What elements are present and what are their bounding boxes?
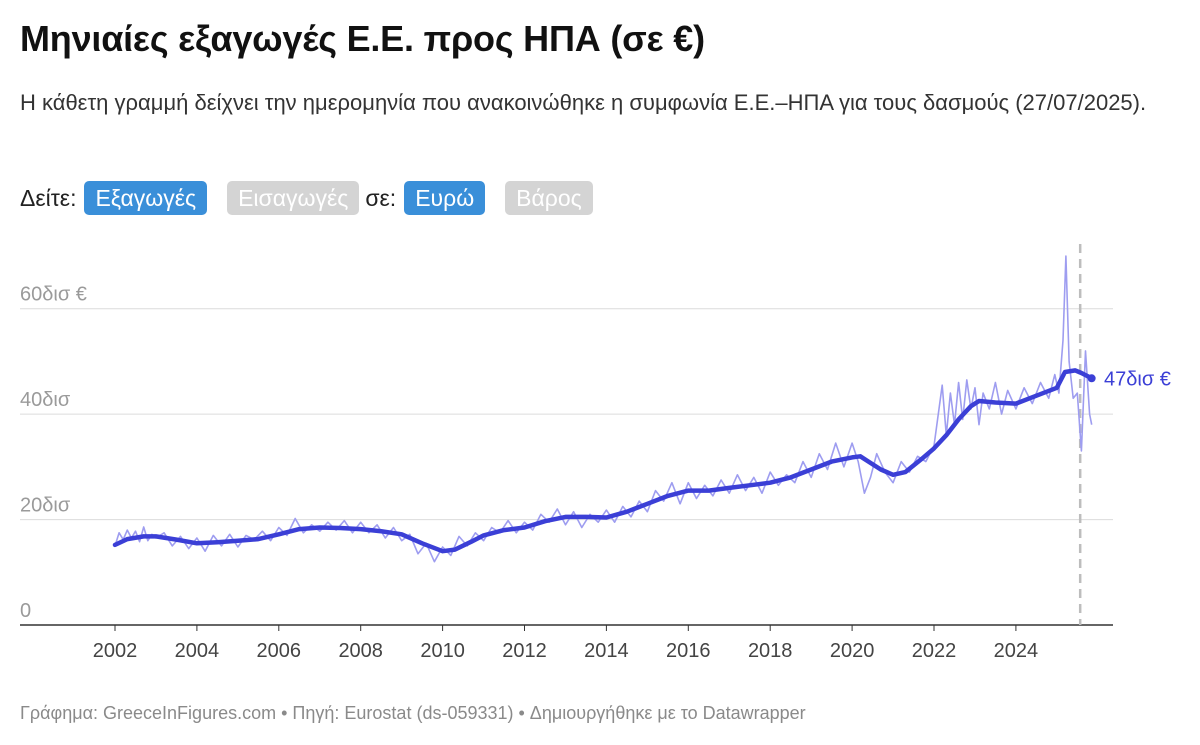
- y-axis-ticks: 0 20δισ 40δισ 60δισ €: [20, 284, 87, 622]
- end-point-marker: [1087, 374, 1096, 383]
- x-tick-label: 2010: [420, 640, 465, 662]
- x-tick-label: 2012: [502, 640, 547, 662]
- x-axis-ticks: 2002 2004 2006 2008 2010 2012 2014 2016 2018 2020…: [93, 625, 1038, 662]
- x-tick-label: 2024: [994, 640, 1039, 662]
- x-tick-label: 2008: [338, 640, 383, 662]
- y-tick-label: 40δισ: [20, 389, 71, 411]
- chart-title: Μηνιαίες εξαγωγές Ε.Ε. προς ΗΠΑ (σε €): [20, 18, 705, 59]
- euro-button[interactable]: Ευρώ: [404, 181, 486, 215]
- y-tick-label: 20δισ: [20, 495, 71, 517]
- trend-series-line: [112, 368, 1094, 554]
- exports-button[interactable]: Εξαγωγές: [84, 181, 208, 215]
- y-tick-label: 60δισ €: [20, 284, 87, 306]
- see-label: Δείτε:: [20, 184, 77, 211]
- x-tick-label: 2016: [666, 640, 711, 662]
- y-tick-label: 0: [20, 600, 31, 622]
- x-tick-label: 2002: [93, 640, 138, 662]
- gridlines: [20, 308, 1113, 626]
- x-tick-label: 2006: [257, 640, 302, 662]
- end-value-label: 47δισ €: [1104, 368, 1171, 390]
- view-controls: Δείτε: Εξαγωγές Εισαγωγές σε: Ευρώ Βάρος: [20, 180, 613, 216]
- in-label: σε:: [365, 184, 397, 211]
- chart-subtitle: Η κάθετη γραμμή δείχνει την ημερομηνία π…: [20, 90, 1147, 115]
- x-tick-label: 2020: [830, 640, 875, 662]
- end-label-group: 47δισ €: [1087, 368, 1171, 390]
- footer-credits: Γράφημα: GreeceInFigures.com • Πηγή: Eur…: [20, 703, 806, 723]
- x-tick-label: 2004: [175, 640, 220, 662]
- weight-button[interactable]: Βάρος: [505, 181, 593, 215]
- x-tick-label: 2014: [584, 640, 629, 662]
- x-tick-label: 2022: [912, 640, 957, 662]
- series-lines: [112, 255, 1094, 563]
- imports-button[interactable]: Εισαγωγές: [227, 181, 360, 215]
- x-tick-label: 2018: [748, 640, 793, 662]
